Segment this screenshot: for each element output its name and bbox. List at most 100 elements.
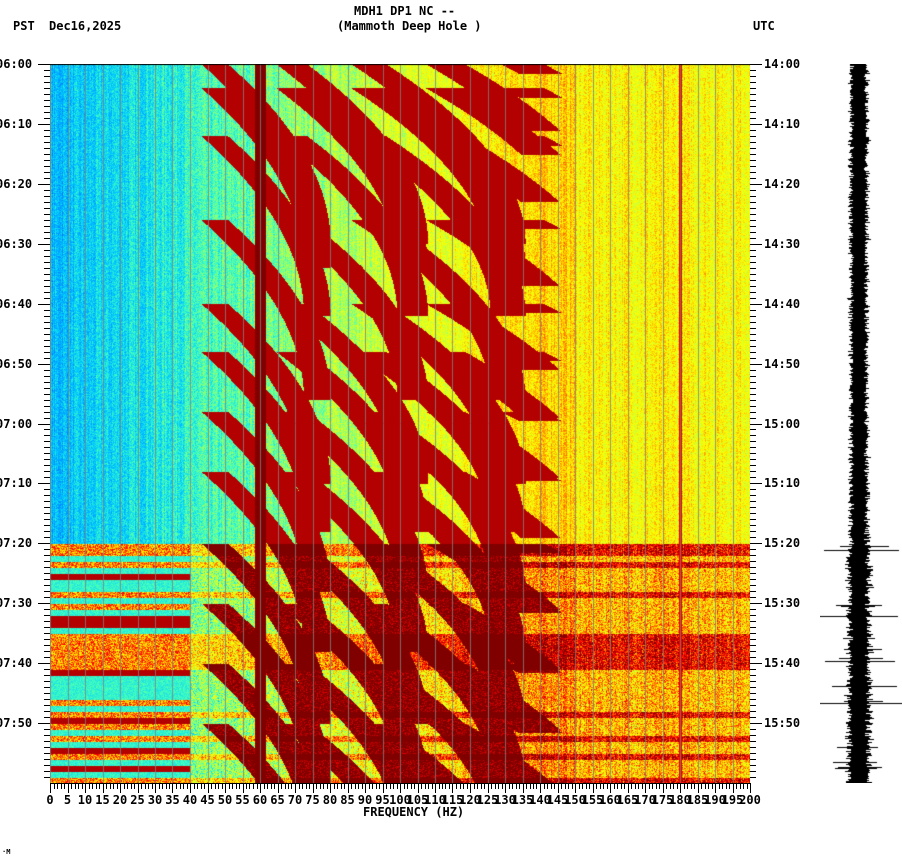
x-tick — [747, 783, 748, 789]
x-tick — [249, 783, 250, 789]
x-tick — [243, 783, 244, 793]
y-tick-right — [750, 298, 756, 299]
x-tick — [288, 783, 289, 789]
y-tick-left — [44, 166, 50, 167]
y-tick-left — [44, 256, 50, 257]
x-tick — [407, 783, 408, 789]
x-tick — [386, 783, 387, 789]
y-tick-right — [750, 645, 756, 646]
x-tick — [603, 783, 604, 789]
y-tick-left — [44, 82, 50, 83]
y-label-left: 07:40 — [0, 656, 33, 670]
y-label-right: 14:00 — [764, 57, 801, 71]
y-tick-left — [44, 747, 50, 748]
x-tick-label: 165 — [616, 793, 639, 807]
x-tick — [92, 783, 93, 789]
y-tick-right — [750, 699, 756, 700]
x-tick — [418, 783, 419, 793]
y-label-left: 07:30 — [0, 596, 33, 610]
x-tick — [449, 783, 450, 789]
x-tick — [481, 783, 482, 789]
y-tick-left — [44, 597, 50, 598]
y-tick-right — [750, 477, 756, 478]
x-tick — [544, 783, 545, 789]
y-tick-right — [750, 400, 756, 401]
y-tick-left — [44, 250, 50, 251]
x-tick — [145, 783, 146, 789]
y-tick-left — [44, 406, 50, 407]
y-label-right: 15:20 — [764, 536, 801, 550]
x-tick — [215, 783, 216, 789]
x-tick — [439, 783, 440, 789]
y-tick-left — [44, 669, 50, 670]
x-tick — [670, 783, 671, 789]
station-title: MDH1 DP1 NC -- — [354, 4, 456, 18]
x-tick — [414, 783, 415, 789]
y-label-right: 14:10 — [764, 117, 801, 131]
x-tick — [110, 783, 111, 789]
y-tick-left — [44, 537, 50, 538]
x-tick — [141, 783, 142, 789]
y-tick-right — [750, 208, 756, 209]
x-tick-label: 50 — [217, 793, 233, 807]
y-tick-right — [750, 136, 756, 137]
x-tick — [509, 783, 510, 789]
x-tick — [106, 783, 107, 789]
y-tick-right — [750, 513, 756, 514]
x-tick — [445, 783, 446, 789]
y-tick-right — [750, 346, 756, 347]
x-tick — [379, 783, 380, 789]
y-tick-right — [750, 579, 756, 580]
y-tick-right — [750, 184, 762, 185]
x-tick-label: 105 — [406, 793, 429, 807]
x-tick — [393, 783, 394, 789]
x-tick — [624, 783, 625, 789]
y-tick-left — [44, 579, 50, 580]
y-tick-right — [750, 118, 756, 119]
x-tick — [172, 783, 173, 793]
y-tick-right — [750, 364, 762, 365]
y-tick-left — [44, 130, 50, 131]
x-tick — [274, 783, 275, 789]
y-tick-left — [44, 477, 50, 478]
y-tick-right — [750, 447, 756, 448]
y-tick-right — [750, 418, 756, 419]
y-tick-right — [750, 130, 756, 131]
left-timezone: PST — [13, 19, 35, 33]
y-tick-right — [750, 88, 756, 89]
x-tick — [642, 783, 643, 789]
y-tick-left — [38, 663, 50, 664]
y-tick-left — [44, 471, 50, 472]
y-label-left: 06:50 — [0, 357, 33, 371]
y-tick-left — [44, 651, 50, 652]
y-tick-left — [44, 627, 50, 628]
y-tick-right — [750, 759, 756, 760]
y-tick-right — [750, 376, 756, 377]
y-tick-right — [750, 382, 756, 383]
y-tick-left — [44, 759, 50, 760]
x-tick — [536, 783, 537, 789]
y-tick-left — [44, 100, 50, 101]
x-tick — [484, 783, 485, 789]
x-tick-label: 25 — [130, 793, 145, 807]
x-tick — [187, 783, 188, 789]
x-tick — [460, 783, 461, 789]
x-tick-label: 70 — [287, 793, 303, 807]
x-tick — [260, 783, 261, 793]
x-tick — [600, 783, 601, 789]
x-tick — [428, 783, 429, 789]
x-tick-label: 180 — [669, 793, 691, 807]
x-tick — [740, 783, 741, 789]
x-tick-label: 15 — [95, 793, 110, 807]
x-tick — [176, 783, 177, 789]
x-axis-label: FREQUENCY (HZ) — [363, 805, 465, 819]
y-tick-left — [44, 298, 50, 299]
x-tick — [267, 783, 268, 789]
y-tick-right — [750, 561, 756, 562]
y-tick-right — [750, 106, 756, 107]
y-tick-left — [44, 621, 50, 622]
x-tick — [607, 783, 608, 789]
y-tick-left — [44, 208, 50, 209]
y-tick-right — [750, 328, 756, 329]
y-tick-right — [750, 76, 756, 77]
